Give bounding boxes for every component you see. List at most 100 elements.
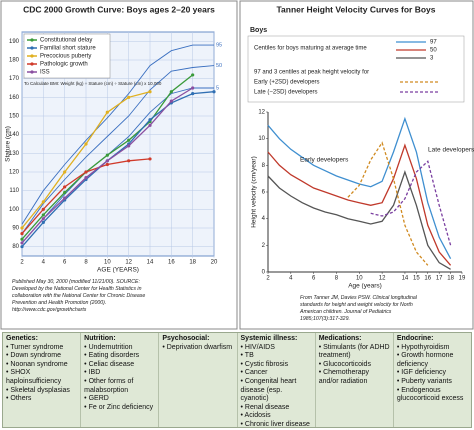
x-tick-label: 19 <box>459 276 466 282</box>
source-line: http://www.cdc.gov/growthcharts <box>12 307 87 313</box>
x-tick-label: 10 <box>104 260 111 266</box>
column-item: Congenital heart disease (esp. cyanotic) <box>241 378 312 404</box>
data-point <box>148 123 152 127</box>
column-item: IGF deficiency <box>397 369 468 378</box>
x-tick-label: 4 <box>42 260 46 266</box>
data-point <box>63 190 67 195</box>
table-column: Nutrition: UndernutritionEating disorders… <box>81 333 160 427</box>
y-tick-label: 180 <box>9 58 20 64</box>
data-point <box>127 95 131 99</box>
source-line: Prevention and Health Promotion (2000). <box>12 300 106 306</box>
y-tick-label: 0 <box>262 270 266 276</box>
column-header: Nutrition: <box>84 335 116 342</box>
chart-title: Tanner Height Velocity Curves for Boys <box>276 4 435 14</box>
column-item: Stimulants (for ADHD treatment) <box>319 344 390 361</box>
data-point <box>191 86 195 90</box>
source-line: standards for height and weight velocity… <box>300 302 413 308</box>
x-tick-label: 2 <box>20 260 24 266</box>
x-tick-label: 16 <box>168 260 175 266</box>
data-point <box>105 110 109 114</box>
column-item: Eating disorders <box>84 352 155 361</box>
source-line: American children. Journal of Pediatrics <box>299 309 392 315</box>
legend-label: 97 <box>430 40 437 46</box>
column-item: Acidosis <box>241 412 312 421</box>
column-item: Deprivation dwarfism <box>162 344 233 353</box>
source-line: Published May 30, 2000 (modified 11/21/0… <box>12 279 140 285</box>
data-point <box>41 207 45 211</box>
x-tick-label: 6 <box>63 260 67 266</box>
y-tick-label: 150 <box>9 114 20 120</box>
y-tick-label: 140 <box>9 132 20 138</box>
y-tick-label: 4 <box>262 216 266 222</box>
data-point <box>105 153 109 157</box>
column-item: Cancer <box>241 369 312 378</box>
table-column: Medications: Stimulants (for ADHD treatme… <box>316 333 394 427</box>
legend-box <box>23 33 111 79</box>
y-tick-label: 2 <box>262 243 266 249</box>
series-line <box>370 160 452 246</box>
y-tick-label: 10 <box>258 136 265 142</box>
x-tick-label: 17 <box>436 276 443 282</box>
column-item: Noonan syndrome <box>6 361 77 370</box>
legend-label: 50 <box>430 48 437 54</box>
legend-label: 3 <box>430 56 434 62</box>
column-item: Turner syndrome <box>6 344 77 353</box>
data-point <box>63 185 67 189</box>
data-point <box>127 159 131 163</box>
data-point <box>20 226 24 230</box>
x-tick-label: 14 <box>402 276 409 282</box>
percentile-line <box>21 87 214 244</box>
data-point <box>63 196 67 200</box>
x-tick-label: 18 <box>189 260 196 266</box>
column-item: SHOX haploinsufficiency <box>6 369 77 386</box>
x-tick-label: 10 <box>356 276 363 282</box>
legend-label: Constitutional delay <box>40 38 92 44</box>
legend-label: Early (+2SD) developers <box>254 80 320 86</box>
data-point <box>148 118 152 122</box>
legend-swatch <box>30 38 34 42</box>
data-point <box>20 241 24 245</box>
y-axis-label: Stature (cm) <box>5 126 12 162</box>
x-tick-label: 15 <box>413 276 420 282</box>
legend-swatch <box>30 70 34 74</box>
column-header: Systemic illness: <box>240 335 298 342</box>
column-item: Puberty variants <box>397 378 468 387</box>
data-point <box>41 213 45 217</box>
column-item: Hypothyroidism <box>397 344 468 353</box>
legend-label: ISS <box>40 70 50 76</box>
data-point <box>212 90 216 94</box>
column-item: GERD <box>84 395 155 404</box>
series-line <box>21 91 215 248</box>
series-line <box>267 143 452 266</box>
legend-label: Precocious puberty <box>40 54 91 60</box>
data-point <box>41 200 45 204</box>
x-tick-label: 8 <box>84 260 88 266</box>
data-point <box>127 144 131 148</box>
column-header: Medications: <box>318 335 362 342</box>
source-line: From Tanner JM, Davies PSW. Clinical lon… <box>300 295 418 301</box>
y-tick-label: 160 <box>9 95 20 101</box>
data-point <box>169 99 173 103</box>
legend-label: Pathologic growth <box>40 62 88 68</box>
column-item: Chronic liver disease <box>241 421 312 427</box>
legend-label: Late (−2SD) developers <box>254 90 318 96</box>
data-point <box>41 220 45 224</box>
y-tick-label: 8 <box>262 163 266 169</box>
column-header: Genetics: <box>6 335 38 342</box>
percentile-line <box>21 65 215 234</box>
x-axis-label: AGE (YEARS) <box>97 267 139 274</box>
data-point <box>63 170 67 174</box>
column-item: Chemotherapy and/or radiation <box>319 369 390 386</box>
data-point <box>127 138 131 142</box>
column-item: Celiac disease <box>84 361 155 370</box>
series-line <box>267 170 451 270</box>
data-point <box>191 73 195 77</box>
table-column: Systemic illness: HIV/AIDSTBCystic fibros… <box>238 333 316 427</box>
source: From Tanner JM, Davies PSW. Clinical lon… <box>299 295 418 322</box>
legend-swatch <box>30 54 34 58</box>
x-tick-label: 18 <box>447 276 454 282</box>
column-item: Other forms of malabsorption <box>84 378 155 395</box>
column-item: Undernutrition <box>84 344 155 353</box>
column-item: HIV/AIDS <box>241 344 312 353</box>
